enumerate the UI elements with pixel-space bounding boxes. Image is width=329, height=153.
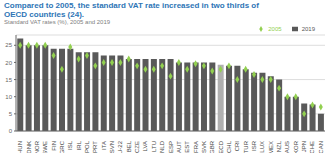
svg-text:15: 15 bbox=[8, 77, 13, 83]
html-text:2019: 2019 bbox=[301, 26, 315, 32]
svg-text:ISR: ISR bbox=[251, 140, 257, 151]
svg-text:SVN: SVN bbox=[109, 141, 115, 153]
svg-text:GBR: GBR bbox=[209, 140, 215, 153]
svg-text:OECD: OECD bbox=[218, 140, 224, 153]
svg-text:IRL: IRL bbox=[76, 140, 82, 150]
svg-text:SWE: SWE bbox=[42, 141, 48, 153]
svg-text:ITA: ITA bbox=[101, 141, 107, 150]
svg-text:POL: POL bbox=[84, 140, 90, 153]
svg-text:FRA: FRA bbox=[193, 141, 199, 153]
html-text:Standard VAT rates (%), 2005 a: Standard VAT rates (%), 2005 and 2019 bbox=[4, 19, 111, 25]
svg-text:CHL: CHL bbox=[226, 140, 232, 153]
svg-text:ESP: ESP bbox=[168, 141, 174, 153]
svg-text:AUT: AUT bbox=[176, 141, 182, 153]
html-text:2005: 2005 bbox=[268, 26, 282, 32]
svg-text:LVA: LVA bbox=[142, 141, 148, 151]
svg-text:HUN: HUN bbox=[17, 141, 23, 153]
html-text:Compared to 2005, the standard: Compared to 2005, the standard VAT rate … bbox=[4, 1, 259, 10]
svg-text:20: 20 bbox=[8, 60, 13, 66]
svg-text:EST: EST bbox=[184, 141, 190, 153]
svg-text:0: 0 bbox=[9, 128, 13, 134]
svg-text:KOR: KOR bbox=[293, 140, 299, 153]
svg-text:25: 25 bbox=[8, 42, 13, 48]
svg-text:SVK: SVK bbox=[201, 141, 207, 153]
svg-text:GRC: GRC bbox=[59, 140, 65, 153]
html-text:OECD countries (24).: OECD countries (24). bbox=[4, 10, 84, 19]
svg-text:NLD: NLD bbox=[159, 140, 165, 153]
svg-text:CZE: CZE bbox=[134, 141, 140, 153]
svg-text:CRI: CRI bbox=[234, 141, 240, 152]
svg-text:ISL: ISL bbox=[67, 140, 73, 150]
svg-text:PRT: PRT bbox=[92, 141, 98, 153]
svg-text:CAN: CAN bbox=[318, 141, 321, 153]
svg-text:5: 5 bbox=[9, 111, 13, 117]
svg-text:10: 10 bbox=[8, 94, 13, 100]
svg-text:TUR: TUR bbox=[243, 140, 249, 153]
svg-text:BEL: BEL bbox=[126, 140, 132, 152]
svg-text:EU-22: EU-22 bbox=[117, 140, 123, 153]
svg-text:MEX: MEX bbox=[268, 141, 274, 153]
svg-text:NOR: NOR bbox=[34, 140, 40, 153]
svg-text:AUS: AUS bbox=[284, 141, 290, 153]
svg-text:NZL: NZL bbox=[276, 140, 282, 152]
svg-text:CHE: CHE bbox=[309, 141, 315, 153]
svg-text:DNK: DNK bbox=[26, 141, 32, 153]
svg-text:LTU: LTU bbox=[151, 141, 157, 152]
svg-text:JPN: JPN bbox=[301, 141, 307, 152]
svg-text:LUX: LUX bbox=[259, 141, 265, 153]
svg-text:FIN: FIN bbox=[51, 141, 57, 151]
